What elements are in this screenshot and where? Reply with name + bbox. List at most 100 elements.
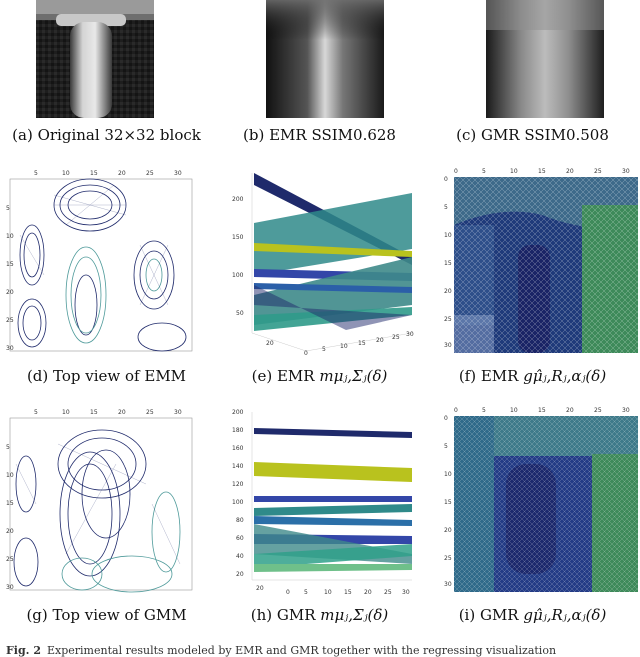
surface — [254, 516, 412, 526]
svg-text:25: 25 — [6, 556, 14, 563]
surface — [254, 544, 412, 568]
gmm-ellipse-teal — [61, 557, 103, 591]
surface — [254, 462, 412, 482]
x-tick-labels: 5 10 15 20 25 30 — [34, 170, 182, 177]
gmr-regression-surfaces-plot: 200 180 160 140 120 100 80 60 40 20 20 0… — [226, 404, 416, 596]
surface — [254, 243, 412, 257]
svg-text:100: 100 — [232, 499, 244, 506]
svg-text:20: 20 — [444, 527, 452, 534]
svg-text:25: 25 — [594, 168, 602, 175]
svg-text:10: 10 — [62, 409, 70, 416]
svg-text:15: 15 — [6, 500, 14, 507]
svg-text:5: 5 — [34, 409, 38, 416]
caption-a: (a) Original 32×32 block — [12, 126, 201, 144]
svg-text:30: 30 — [622, 407, 630, 414]
svg-text:120: 120 — [232, 481, 244, 488]
svg-text:20: 20 — [118, 409, 126, 416]
svg-text:5: 5 — [444, 443, 448, 450]
emr-reconstruction-image — [266, 0, 384, 118]
svg-text:10: 10 — [444, 232, 452, 239]
y-tick: 30 — [6, 345, 14, 352]
caption-g: (g) Top view of GMM — [26, 606, 187, 624]
svg-text:200: 200 — [232, 409, 244, 416]
gmm-ellipse — [81, 449, 131, 539]
svg-text:5: 5 — [482, 168, 486, 175]
svg-text:20: 20 — [364, 589, 372, 596]
y-tick: 25 — [6, 317, 14, 324]
caption-i-prefix: (i) GMR — [458, 606, 524, 624]
emm-ellipse — [17, 298, 47, 348]
base-tick-labels: 20 0 5 10 15 20 25 30 — [256, 585, 410, 596]
surface — [254, 496, 412, 502]
y-tick: 15 — [6, 261, 14, 268]
x-tick: 10 — [62, 170, 70, 177]
svg-text:10: 10 — [510, 168, 518, 175]
f-x-ticks: 0 5 10 15 20 25 30 — [454, 407, 630, 414]
surface — [254, 428, 412, 438]
svg-text:0: 0 — [286, 589, 290, 596]
y-tick: 10 — [6, 233, 14, 240]
emr-g-function-plot: 0 5 10 15 20 25 30 0 5 10 15 20 25 30 — [442, 165, 640, 357]
x-tick: 25 — [146, 170, 154, 177]
svg-text:25: 25 — [384, 589, 392, 596]
gmm-ellipse-teal — [151, 491, 181, 573]
caption-f-math: gμ̂ⱼ,Rⱼ,αⱼ(δ) — [523, 367, 607, 385]
caption-e-prefix: (e) EMR — [251, 367, 320, 385]
emm-ellipse — [137, 322, 187, 352]
svg-text:20: 20 — [236, 571, 244, 578]
caption-h-prefix: (h) GMR — [250, 606, 321, 624]
svg-text:10: 10 — [444, 471, 452, 478]
gmm-top-view-plot: 5 10 15 20 25 30 5 10 15 20 25 30 — [6, 404, 202, 596]
emm-top-view-plot: 5 10 15 20 25 30 5 10 15 20 25 30 — [6, 165, 202, 357]
svg-text:100: 100 — [232, 272, 244, 279]
svg-text:20: 20 — [256, 585, 264, 592]
svg-text:15: 15 — [538, 168, 546, 175]
svg-text:30: 30 — [444, 581, 452, 588]
caption-f: (f) EMR gμ̂ⱼ,Rⱼ,αⱼ(δ) — [426, 367, 639, 385]
caption-f-prefix: (f) EMR — [458, 367, 524, 385]
svg-text:10: 10 — [6, 472, 14, 479]
svg-text:20: 20 — [444, 288, 452, 295]
svg-text:15: 15 — [444, 260, 452, 267]
svg-text:30: 30 — [406, 331, 414, 338]
svg-text:0: 0 — [304, 350, 308, 357]
svg-text:15: 15 — [358, 340, 366, 347]
svg-text:30: 30 — [402, 589, 410, 596]
f-y-ticks: 0 5 10 15 20 25 30 — [444, 176, 452, 349]
emm-ellipse-teal — [65, 246, 107, 344]
svg-text:0: 0 — [454, 407, 458, 414]
figure-caption-text: Experimental results modeled by EMR and … — [47, 644, 557, 657]
x-tick: 5 — [34, 170, 38, 177]
svg-text:20: 20 — [6, 528, 14, 535]
svg-text:0: 0 — [444, 415, 448, 422]
y-tick-labels: 5 10 15 20 25 30 — [6, 205, 14, 352]
z-tick-labels: 200 150 100 50 — [232, 196, 244, 317]
x-tick: 30 — [174, 170, 182, 177]
gmr-reconstruction-image — [486, 0, 604, 118]
svg-text:5: 5 — [6, 444, 10, 451]
svg-text:15: 15 — [444, 499, 452, 506]
caption-b: (b) EMR SSIM0.628 — [243, 126, 396, 144]
svg-text:25: 25 — [444, 316, 452, 323]
surface — [254, 564, 412, 572]
svg-text:5: 5 — [444, 204, 448, 211]
emm-ellipse — [133, 240, 175, 310]
svg-text:25: 25 — [594, 407, 602, 414]
y-tick-labels: 5 10 15 20 25 30 — [6, 444, 14, 591]
gmm-ellipse — [15, 455, 37, 513]
y-tick: 5 — [6, 205, 10, 212]
svg-text:60: 60 — [236, 535, 244, 542]
gmm-ellipse — [13, 537, 39, 587]
svg-text:25: 25 — [444, 555, 452, 562]
svg-text:15: 15 — [90, 409, 98, 416]
surface — [254, 504, 412, 516]
emm-ellipse — [19, 224, 45, 286]
caption-c: (c) GMR SSIM0.508 — [456, 126, 609, 144]
base-tick-labels: 20 0 5 10 15 20 25 30 — [266, 331, 414, 357]
x-tick: 15 — [90, 170, 98, 177]
svg-text:30: 30 — [622, 168, 630, 175]
svg-text:10: 10 — [510, 407, 518, 414]
f-x-ticks: 0 5 10 15 20 25 30 — [454, 168, 630, 175]
caption-e-math: mμⱼ,Σⱼ(δ) — [319, 367, 388, 385]
surface — [254, 283, 412, 293]
